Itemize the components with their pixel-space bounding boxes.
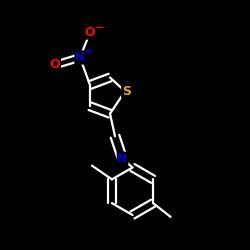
Text: −: −	[95, 23, 104, 33]
Text: O: O	[50, 58, 60, 71]
Text: S: S	[122, 85, 131, 98]
Text: N: N	[75, 51, 85, 64]
Text: +: +	[85, 46, 93, 56]
Text: O: O	[85, 26, 95, 39]
Text: N: N	[117, 152, 128, 165]
